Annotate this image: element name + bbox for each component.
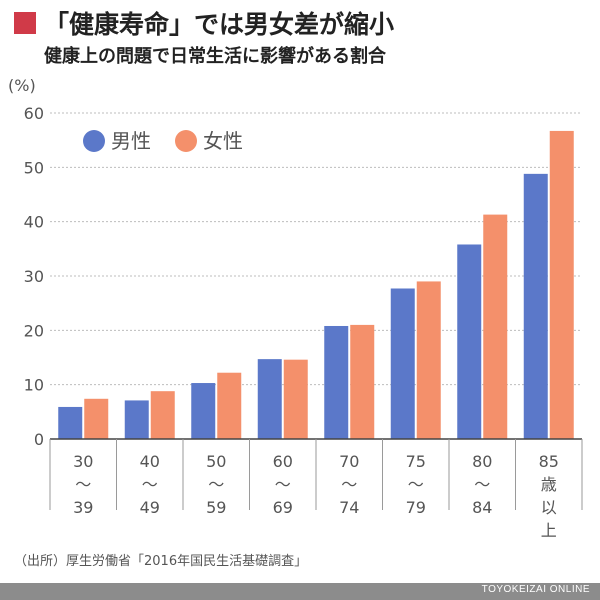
bar-male [324,325,349,439]
y-tick-label: 50 [24,158,44,177]
x-tick-label: 74 [339,498,359,517]
x-tick-label: 69 [273,498,293,517]
x-tick-label: 49 [140,498,160,517]
x-tick-label: 50 [206,452,226,471]
brand-label: TOYOKEIZAI ONLINE [481,584,590,595]
bar-male [523,173,548,439]
bar-female [416,281,441,439]
footer-bar: TOYOKEIZAI ONLINE [0,583,600,600]
x-tick-label: 〜 [275,475,291,494]
x-tick-label: 60 [273,452,293,471]
x-tick-label: 79 [406,498,426,517]
y-tick-label: 30 [24,267,44,286]
y-tick-label: 60 [24,104,44,123]
y-axis-unit-label: (%) [8,76,36,95]
x-tick-label: 70 [339,452,359,471]
bar-male [257,359,282,439]
x-tick-label: 〜 [408,475,424,494]
x-tick-label: 〜 [142,475,158,494]
bar-male [457,244,482,439]
y-tick-label: 10 [24,376,44,395]
chart-subtitle: 健康上の問題で日常生活に影響がある割合 [44,46,386,67]
x-tick-label: 歳 [541,475,557,494]
x-tick-label: 以 [541,498,557,517]
source-note: （出所）厚生労働省「2016年国民生活基礎調査」 [14,554,308,569]
bar-male [390,288,415,439]
x-tick-label: 59 [206,498,226,517]
bar-female [283,359,308,439]
title-accent-square [14,12,36,34]
bar-female [217,372,242,439]
chart-title: 「健康寿命」では男女差が縮小 [44,10,395,39]
bar-female [84,398,109,439]
y-tick-label: 40 [24,213,44,232]
x-tick-label: 39 [73,498,93,517]
x-tick-label: 80 [472,452,492,471]
x-tick-label: 〜 [75,475,91,494]
bar-male [58,406,83,439]
bar-female [549,130,574,439]
legend-marker-female [175,130,197,152]
x-tick-label: 〜 [341,475,357,494]
x-tick-label: 〜 [474,475,490,494]
bar-female [483,214,508,439]
x-tick-label: 上 [541,521,557,540]
bar-male [124,400,149,439]
bar-female [150,391,175,439]
bar-female [350,324,375,439]
x-tick-label: 40 [140,452,160,471]
x-tick-label: 30 [73,452,93,471]
y-tick-label: 20 [24,321,44,340]
x-tick-label: 75 [406,452,426,471]
x-tick-label: 85 [539,452,559,471]
legend-label-female: 女性 [203,129,243,153]
x-tick-label: 84 [472,498,492,517]
bar-chart: (%) 0 10 20 30 40 50 60 30 〜 39 40 〜 49 50 〜 59 60 〜 69 70 〜 7… [8,76,583,540]
title-row: 「健康寿命」では男女差が縮小 [14,6,394,40]
y-tick-label: 0 [34,430,44,449]
legend-label-male: 男性 [111,129,151,153]
bar-male [191,383,216,439]
legend-marker-male [83,130,105,152]
x-tick-label: 〜 [208,475,224,494]
